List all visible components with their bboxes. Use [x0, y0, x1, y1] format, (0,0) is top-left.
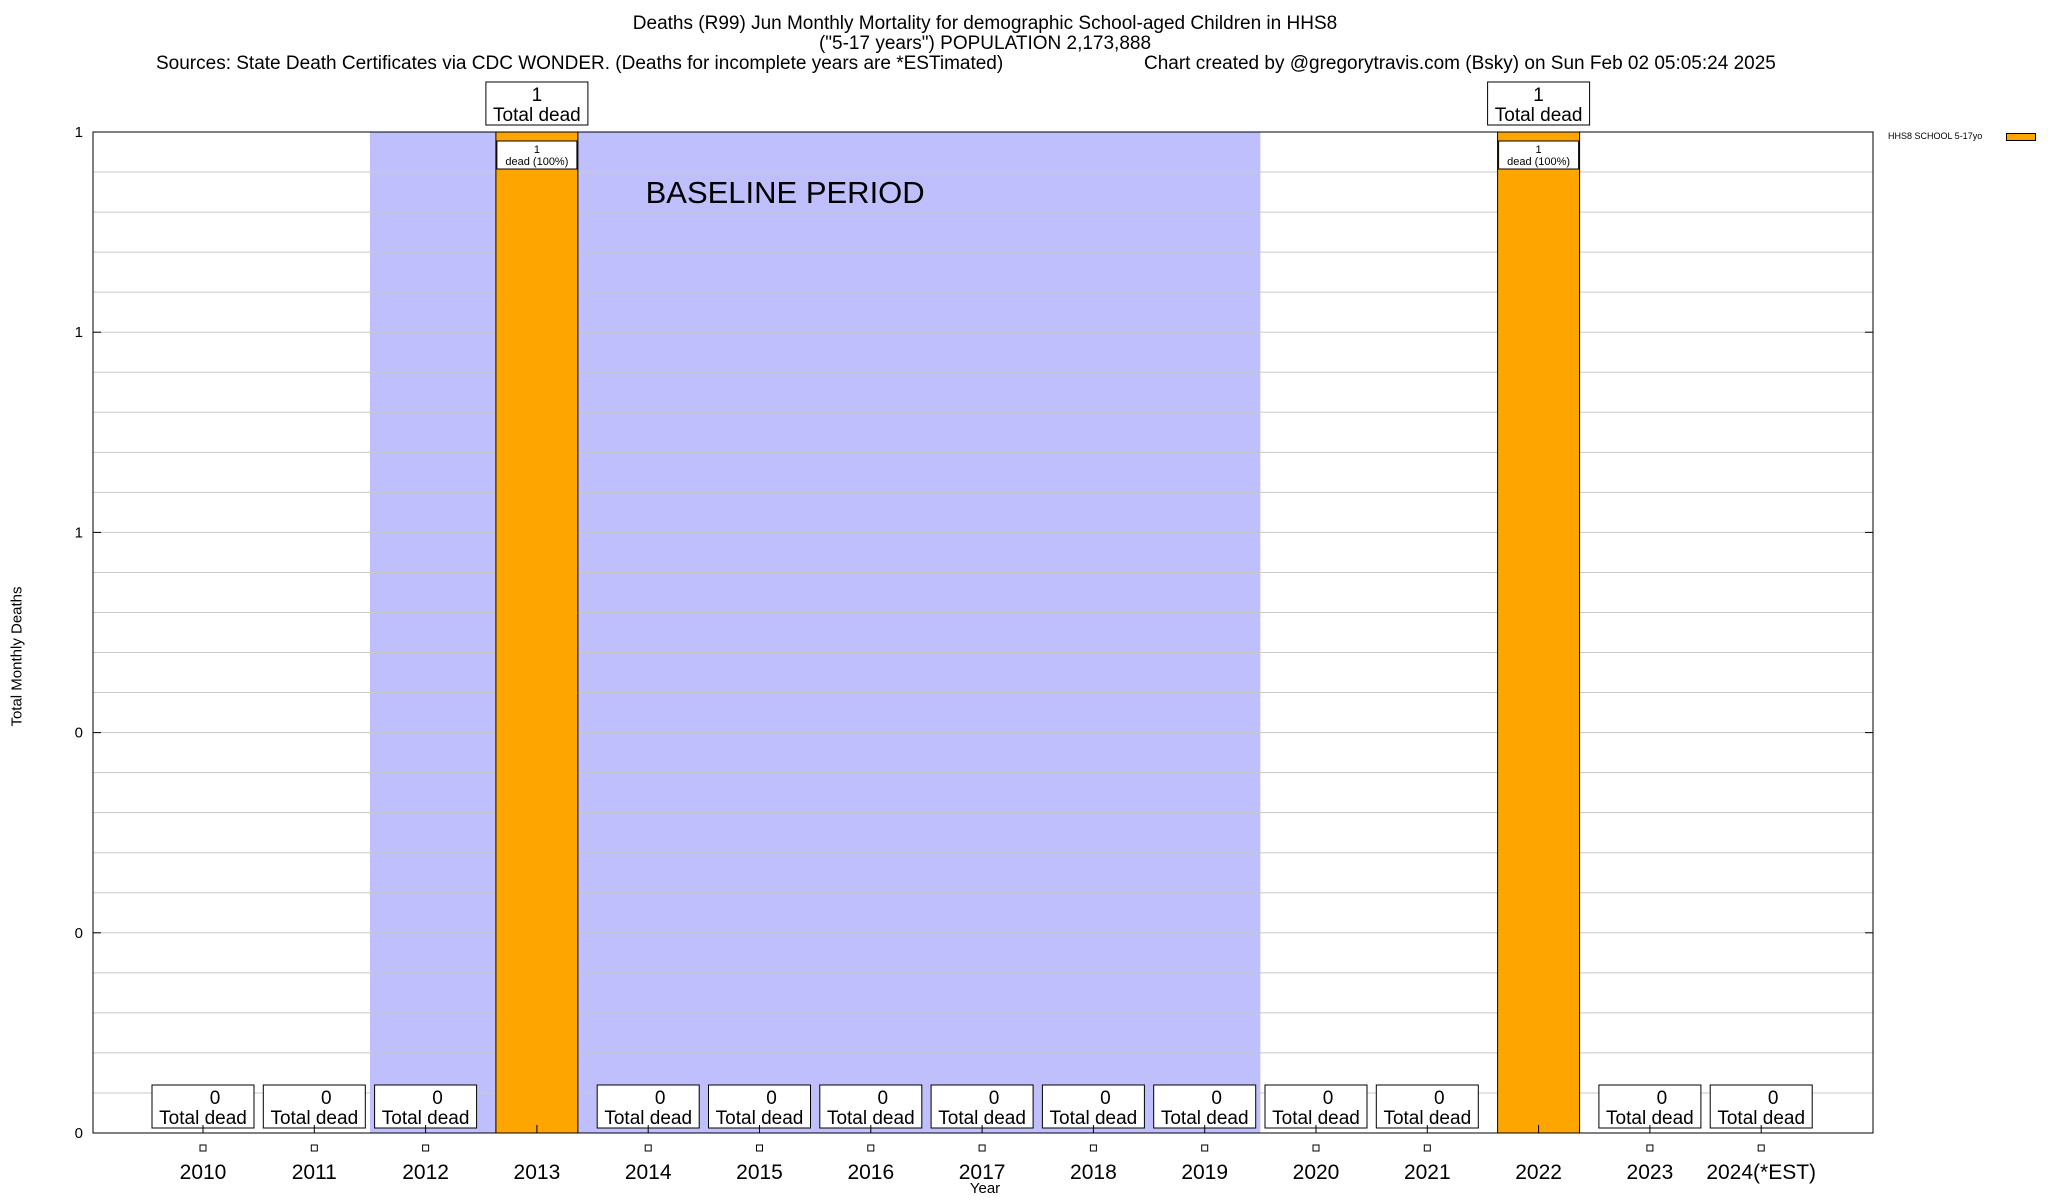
y-tick-label: 1	[75, 524, 83, 541]
bar-inner-label-box	[1498, 140, 1580, 170]
x-tick-label: 2011	[292, 1161, 337, 1184]
x-tick-label: 2017	[959, 1161, 1006, 1184]
y-tick-label: 0	[75, 725, 83, 742]
total-label-box	[596, 1084, 700, 1129]
total-label-box	[1041, 1084, 1145, 1129]
x-tick-label: 2021	[1404, 1161, 1451, 1184]
x-tick-label: 2019	[1181, 1161, 1228, 1184]
zero-marker	[1089, 1144, 1097, 1152]
x-tick-label: 2014	[625, 1161, 672, 1184]
bar-inner-label: dead (100%)	[1507, 156, 1570, 168]
total-label-value: 0	[989, 1088, 1000, 1109]
total-label-text: Total dead	[938, 1108, 1026, 1129]
total-label-box	[1487, 81, 1591, 126]
total-label-value: 0	[210, 1088, 221, 1109]
legend-label: HHS8 SCHOOL 5-17yo	[1888, 131, 1983, 141]
x-tick-label: 2013	[514, 1161, 561, 1184]
y-tick-label: 1	[75, 124, 83, 141]
bar-inner-label-box	[496, 140, 578, 170]
bar-inner-label: dead (100%)	[505, 156, 568, 168]
total-label-value: 0	[1434, 1088, 1445, 1109]
total-label-box	[1709, 1084, 1813, 1129]
zero-marker	[422, 1144, 430, 1152]
zero-marker	[1646, 1144, 1654, 1152]
x-tick-label: 2010	[180, 1161, 227, 1184]
total-label-text: Total dead	[827, 1108, 915, 1129]
chart-subtitle: ("5-17 years") POPULATION 2,173,888	[818, 33, 1152, 54]
total-label-text: Total dead	[1495, 105, 1583, 126]
y-tick-label: 1	[75, 324, 83, 341]
total-label-text: Total dead	[716, 1108, 804, 1129]
total-label-value: 0	[1211, 1088, 1222, 1109]
x-tick-label: 2023	[1627, 1161, 1674, 1184]
x-tick-label: 2012	[402, 1161, 449, 1184]
total-label-value: 0	[1323, 1088, 1334, 1109]
total-label-value: 0	[432, 1088, 443, 1109]
total-label-box	[1264, 1084, 1368, 1129]
total-label-text: Total dead	[159, 1108, 247, 1129]
total-label-text: Total dead	[1606, 1108, 1694, 1129]
x-tick-label: 2022	[1515, 1161, 1562, 1184]
x-tick-label: 2018	[1070, 1161, 1117, 1184]
total-label-text: Total dead	[493, 105, 581, 126]
total-label-text: Total dead	[604, 1108, 692, 1129]
zero-marker	[199, 1144, 207, 1152]
zero-marker	[978, 1144, 986, 1152]
x-tick-label: 2024(*EST)	[1706, 1161, 1816, 1184]
total-label-text: Total dead	[1272, 1108, 1360, 1129]
x-tick-label: 2020	[1293, 1161, 1340, 1184]
chart-credit: Chart created by @gregorytravis.com (Bsk…	[1144, 53, 1776, 74]
total-label-box	[262, 1084, 366, 1129]
zero-marker	[1312, 1144, 1320, 1152]
zero-marker	[1757, 1144, 1765, 1152]
total-label-value: 0	[1100, 1088, 1111, 1109]
baseline-label: BASELINE PERIOD	[646, 175, 925, 210]
zero-marker	[310, 1144, 318, 1152]
bar-inner-count: 1	[1536, 144, 1542, 156]
bar	[495, 131, 579, 1134]
total-label-text: Total dead	[1050, 1108, 1138, 1129]
chart-title: Deaths (R99) Jun Monthly Mortality for d…	[632, 13, 1338, 34]
total-label-value: 0	[1657, 1088, 1668, 1109]
zero-marker	[867, 1144, 875, 1152]
total-label-value: 0	[766, 1088, 777, 1109]
total-label-text: Total dead	[382, 1108, 470, 1129]
zero-marker	[1423, 1144, 1431, 1152]
chart-sources: Sources: State Death Certificates via CD…	[156, 53, 1004, 74]
total-label-value: 0	[655, 1088, 666, 1109]
bar-inner-count: 1	[534, 144, 540, 156]
total-label-box	[1375, 1084, 1479, 1129]
x-tick-label: 2015	[736, 1161, 783, 1184]
total-label-box	[1153, 1084, 1257, 1129]
total-label-text: Total dead	[1383, 1108, 1471, 1129]
y-tick-label: 0	[75, 1125, 83, 1142]
y-axis-label: Total Monthly Deaths	[8, 586, 26, 727]
total-label-text: Total dead	[270, 1108, 358, 1129]
x-axis-label: Year	[969, 1180, 1001, 1197]
total-label-value: 0	[1768, 1088, 1779, 1109]
total-label-value: 0	[878, 1088, 889, 1109]
total-label-value: 1	[1533, 85, 1544, 106]
zero-marker	[644, 1144, 652, 1152]
total-label-box	[485, 81, 589, 126]
total-label-text: Total dead	[1161, 1108, 1249, 1129]
zero-marker	[1201, 1144, 1209, 1152]
total-label-value: 1	[532, 85, 543, 106]
total-label-box	[151, 1084, 255, 1129]
x-tick-label: 2016	[847, 1161, 894, 1184]
bar	[1497, 131, 1581, 1134]
total-label-value: 0	[321, 1088, 332, 1109]
zero-marker	[756, 1144, 763, 1152]
total-label-box	[819, 1084, 923, 1129]
plot-border	[92, 131, 1874, 1134]
total-label-text: Total dead	[1717, 1108, 1805, 1129]
total-label-box	[374, 1084, 478, 1129]
y-tick-label: 0	[75, 925, 83, 942]
legend-swatch	[2006, 133, 2036, 141]
